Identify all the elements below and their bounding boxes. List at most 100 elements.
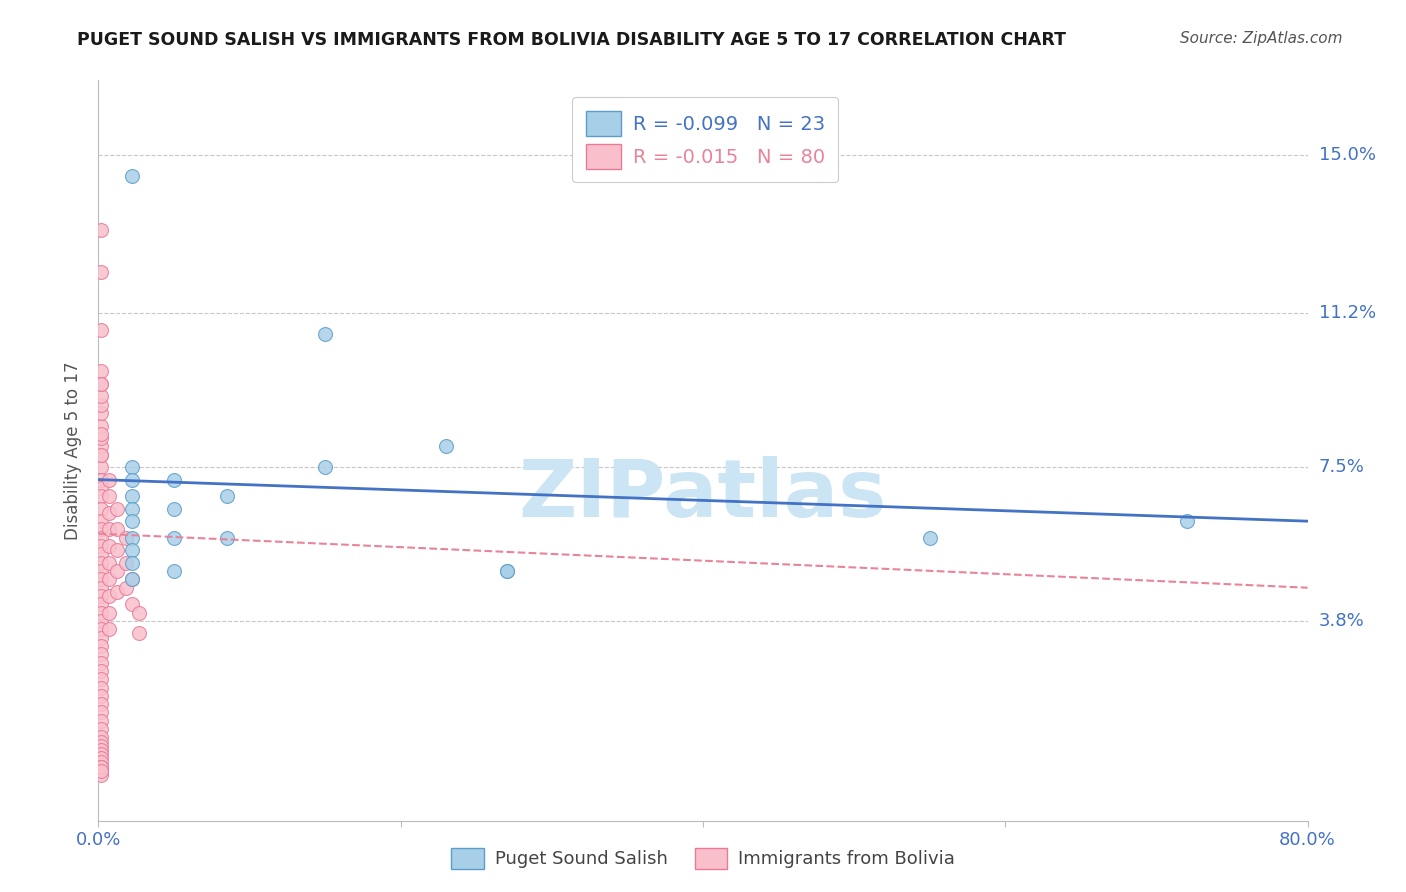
Point: [90, 623, 112, 637]
Point: [121, 543, 143, 558]
Point: [98, 473, 121, 487]
Point: [163, 531, 186, 545]
Point: [90, 689, 112, 703]
Point: [98, 523, 121, 537]
Text: 7.5%: 7.5%: [1319, 458, 1365, 476]
Point: [90, 489, 112, 503]
Point: [90, 747, 112, 761]
Point: [215, 531, 238, 545]
Point: [90, 398, 112, 412]
Point: [105, 501, 128, 516]
Point: [90, 223, 112, 237]
Point: [90, 706, 112, 720]
Point: [90, 751, 112, 765]
Text: 11.2%: 11.2%: [1319, 304, 1376, 322]
Point: [90, 764, 112, 778]
Point: [90, 501, 112, 516]
Point: [90, 460, 112, 475]
Point: [121, 573, 143, 587]
Point: [90, 756, 112, 770]
Point: [90, 606, 112, 620]
Point: [90, 539, 112, 553]
Point: [90, 764, 112, 778]
Point: [90, 548, 112, 562]
Point: [90, 389, 112, 403]
Point: [90, 431, 112, 445]
Point: [163, 564, 186, 578]
Point: [98, 556, 121, 570]
Y-axis label: Disability Age 5 to 17: Disability Age 5 to 17: [65, 361, 83, 540]
Point: [90, 739, 112, 753]
Point: [90, 759, 112, 773]
Point: [90, 647, 112, 661]
Point: [90, 376, 112, 391]
Point: [90, 589, 112, 603]
Point: [90, 681, 112, 695]
Point: [90, 264, 112, 278]
Point: [90, 759, 112, 773]
Point: [90, 581, 112, 595]
Point: [90, 531, 112, 545]
Text: 3.8%: 3.8%: [1319, 612, 1364, 630]
Point: [90, 564, 112, 578]
Point: [495, 564, 517, 578]
Point: [90, 768, 112, 782]
Point: [90, 664, 112, 678]
Point: [90, 598, 112, 612]
Legend: Puget Sound Salish, Immigrants from Bolivia: Puget Sound Salish, Immigrants from Boli…: [444, 840, 962, 876]
Point: [98, 623, 121, 637]
Point: [98, 589, 121, 603]
Point: [90, 364, 112, 378]
Legend: R = -0.099   N = 23, R = -0.015   N = 80: R = -0.099 N = 23, R = -0.015 N = 80: [572, 97, 838, 182]
Point: [90, 448, 112, 462]
Point: [90, 734, 112, 748]
Point: [98, 539, 121, 553]
Point: [98, 489, 121, 503]
Point: [90, 481, 112, 495]
Point: [90, 448, 112, 462]
Point: [434, 439, 457, 453]
Point: [105, 523, 128, 537]
Point: [121, 556, 143, 570]
Point: [90, 514, 112, 528]
Point: [114, 556, 136, 570]
Point: [918, 531, 941, 545]
Point: [121, 460, 143, 475]
Point: [121, 514, 143, 528]
Point: [90, 697, 112, 711]
Point: [163, 501, 186, 516]
Point: [128, 626, 150, 640]
Point: [114, 581, 136, 595]
Point: [98, 606, 121, 620]
Point: [121, 169, 143, 183]
Point: [90, 406, 112, 420]
Text: PUGET SOUND SALISH VS IMMIGRANTS FROM BOLIVIA DISABILITY AGE 5 TO 17 CORRELATION: PUGET SOUND SALISH VS IMMIGRANTS FROM BO…: [77, 31, 1066, 49]
Point: [114, 531, 136, 545]
Point: [90, 731, 112, 745]
Point: [163, 473, 186, 487]
Point: [105, 543, 128, 558]
Point: [121, 573, 143, 587]
Point: [90, 714, 112, 728]
Point: [314, 460, 336, 475]
Point: [121, 489, 143, 503]
Point: [121, 598, 143, 612]
Point: [105, 564, 128, 578]
Point: [90, 418, 112, 433]
Point: [90, 323, 112, 337]
Text: ZIPatlas: ZIPatlas: [519, 456, 887, 534]
Point: [495, 564, 517, 578]
Point: [90, 743, 112, 757]
Point: [128, 606, 150, 620]
Point: [90, 639, 112, 653]
Point: [105, 585, 128, 599]
Point: [90, 376, 112, 391]
Point: [98, 506, 121, 520]
Point: [215, 489, 238, 503]
Point: [90, 556, 112, 570]
Point: [90, 656, 112, 670]
Point: [121, 501, 143, 516]
Point: [1175, 514, 1198, 528]
Point: [90, 722, 112, 736]
Point: [90, 473, 112, 487]
